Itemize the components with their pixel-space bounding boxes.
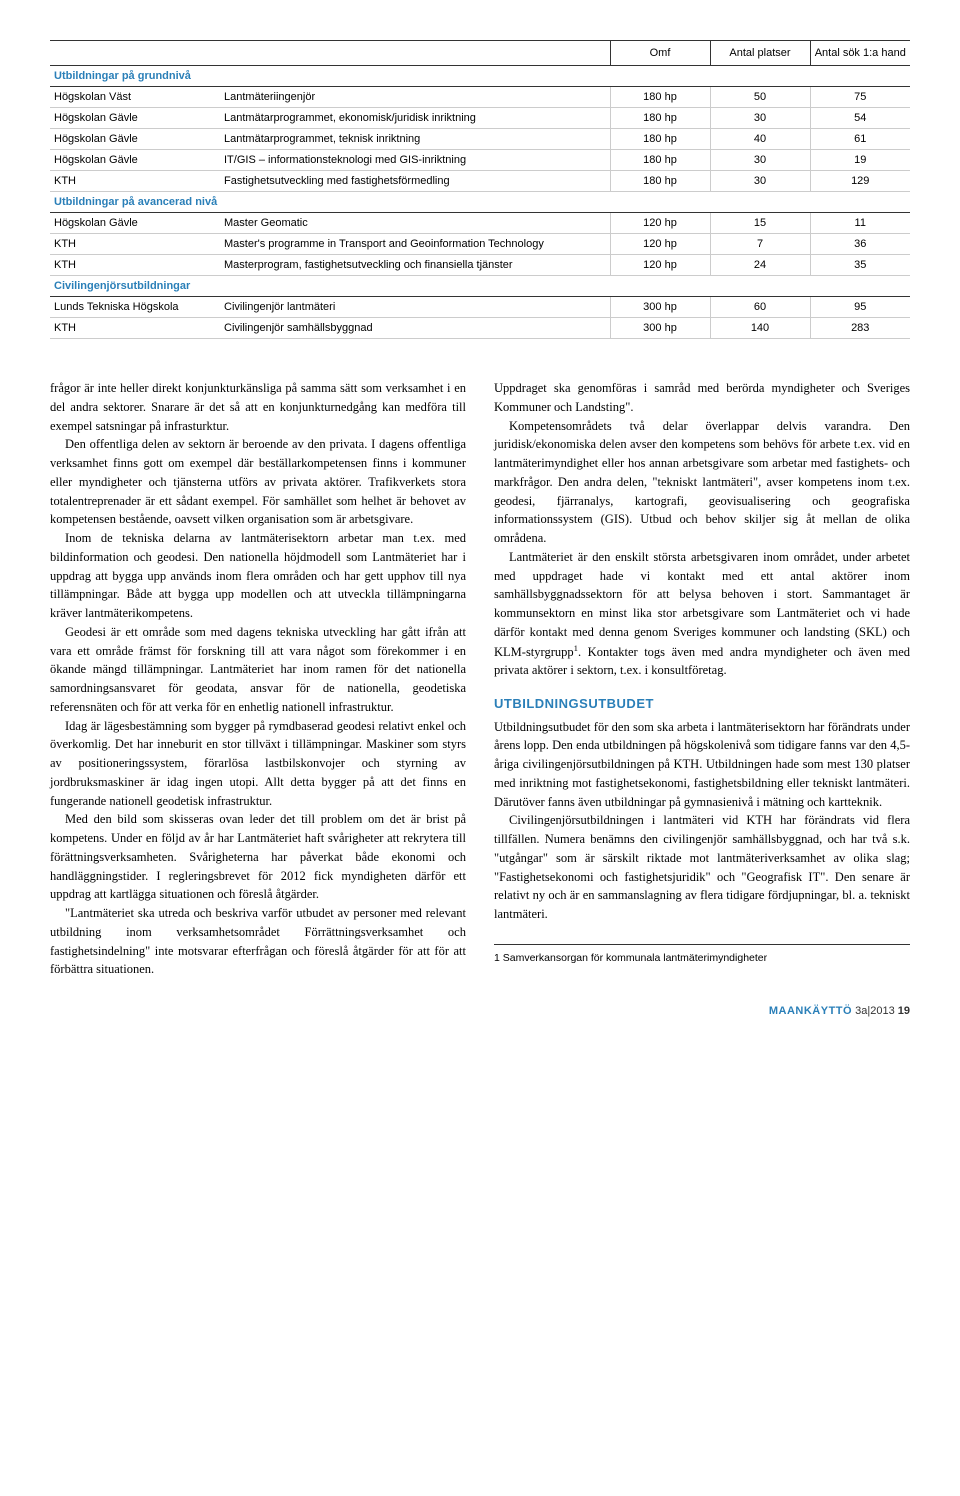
table-row: Högskolan GävleLantmätarprogrammet, ekon… <box>50 108 910 129</box>
table-row: KTHMaster's programme in Transport and G… <box>50 234 910 255</box>
paragraph: Inom de tekniska delarna av lantmäterise… <box>50 529 466 623</box>
cell-inst: Högskolan Gävle <box>50 129 220 150</box>
cell-sok: 61 <box>810 129 910 150</box>
cell-inst: KTH <box>50 234 220 255</box>
cell-ant: 40 <box>710 129 810 150</box>
article-body: frågor är inte heller direkt konjunkturk… <box>50 379 910 979</box>
cell-sok: 283 <box>810 318 910 339</box>
cell-ant: 15 <box>710 213 810 234</box>
paragraph: Lantmäteriet är den enskilt största arbe… <box>494 548 910 680</box>
section-title: UTBILDNINGSUTBUDET <box>494 694 910 714</box>
page-number: 19 <box>898 1005 910 1017</box>
cell-ant: 24 <box>710 255 810 276</box>
cell-inst: Högskolan Väst <box>50 87 220 108</box>
cell-inst: KTH <box>50 171 220 192</box>
paragraph: Den offentliga delen av sektorn är beroe… <box>50 435 466 529</box>
cell-sok: 19 <box>810 150 910 171</box>
paragraph: Utbildningsutbudet för den som ska arbet… <box>494 718 910 812</box>
cell-sok: 11 <box>810 213 910 234</box>
table-row: KTHMasterprogram, fastighetsutveckling o… <box>50 255 910 276</box>
footnote-separator <box>494 944 910 945</box>
cell-prog: Lantmätarprogrammet, teknisk inriktning <box>220 129 610 150</box>
cell-sok: 36 <box>810 234 910 255</box>
cell-ant: 30 <box>710 108 810 129</box>
cell-inst: KTH <box>50 255 220 276</box>
cell-prog: Lantmätarprogrammet, ekonomisk/juridisk … <box>220 108 610 129</box>
table-row: Lunds Tekniska HögskolaCivilingenjör lan… <box>50 297 910 318</box>
cell-omf: 120 hp <box>610 234 710 255</box>
header-omf: Omf <box>610 41 710 66</box>
cell-omf: 120 hp <box>610 255 710 276</box>
cell-omf: 300 hp <box>610 318 710 339</box>
cell-omf: 180 hp <box>610 129 710 150</box>
cell-prog: Master Geomatic <box>220 213 610 234</box>
cell-sok: 129 <box>810 171 910 192</box>
cell-ant: 140 <box>710 318 810 339</box>
education-table: Omf Antal platser Antal sök 1:a hand Utb… <box>50 40 910 339</box>
table-row: Högskolan GävleIT/GIS – informationstekn… <box>50 150 910 171</box>
cell-prog: IT/GIS – informationsteknologi med GIS-i… <box>220 150 610 171</box>
cell-prog: Fastighetsutveckling med fastighetsförme… <box>220 171 610 192</box>
table-row: Högskolan GävleMaster Geomatic120 hp1511 <box>50 213 910 234</box>
paragraph: Civilingenjörsutbildningen i lantmäteri … <box>494 811 910 924</box>
table-section-title: Utbildningar på grundnivå <box>50 66 910 87</box>
table-row: Högskolan VästLantmäteriingenjör180 hp50… <box>50 87 910 108</box>
issue: 3a|2013 <box>852 1005 898 1017</box>
cell-sok: 35 <box>810 255 910 276</box>
cell-prog: Lantmäteriingenjör <box>220 87 610 108</box>
magazine-name: MAANKÄYTTÖ <box>769 1005 852 1017</box>
table-section-title: Utbildningar på avancerad nivå <box>50 192 910 213</box>
table-row: KTHFastighetsutveckling med fastighetsfö… <box>50 171 910 192</box>
cell-omf: 180 hp <box>610 171 710 192</box>
cell-prog: Civilingenjör samhällsbyggnad <box>220 318 610 339</box>
cell-sok: 54 <box>810 108 910 129</box>
cell-inst: Högskolan Gävle <box>50 108 220 129</box>
paragraph: Med den bild som skisseras ovan leder de… <box>50 810 466 904</box>
cell-inst: Högskolan Gävle <box>50 150 220 171</box>
cell-omf: 180 hp <box>610 108 710 129</box>
cell-sok: 95 <box>810 297 910 318</box>
footnote: 1 Samverkansorgan för kommunala lantmäte… <box>494 951 910 967</box>
cell-omf: 120 hp <box>610 213 710 234</box>
paragraph: Kompetensområdets två delar överlappar d… <box>494 417 910 548</box>
cell-omf: 180 hp <box>610 87 710 108</box>
cell-prog: Civilingenjör lantmäteri <box>220 297 610 318</box>
cell-inst: Högskolan Gävle <box>50 213 220 234</box>
paragraph: Uppdraget ska genomföras i samråd med be… <box>494 379 910 417</box>
paragraph: "Lantmäteriet ska utreda och beskriva va… <box>50 904 466 979</box>
cell-ant: 50 <box>710 87 810 108</box>
cell-prog: Master's programme in Transport and Geoi… <box>220 234 610 255</box>
table-section-title: Civilingenjörsutbildningar <box>50 276 910 297</box>
paragraph: Idag är lägesbestämning som bygger på ry… <box>50 717 466 811</box>
paragraph: Geodesi är ett område som med dagens tek… <box>50 623 466 717</box>
paragraph: frågor är inte heller direkt konjunkturk… <box>50 379 466 435</box>
page-footer: MAANKÄYTTÖ 3a|2013 19 <box>50 1005 910 1017</box>
header-antal: Antal platser <box>710 41 810 66</box>
cell-omf: 300 hp <box>610 297 710 318</box>
cell-sok: 75 <box>810 87 910 108</box>
cell-ant: 30 <box>710 171 810 192</box>
cell-inst: KTH <box>50 318 220 339</box>
table-row: KTHCivilingenjör samhällsbyggnad300 hp14… <box>50 318 910 339</box>
header-sok: Antal sök 1:a hand <box>810 41 910 66</box>
table-row: Högskolan GävleLantmätarprogrammet, tekn… <box>50 129 910 150</box>
cell-ant: 60 <box>710 297 810 318</box>
cell-inst: Lunds Tekniska Högskola <box>50 297 220 318</box>
cell-ant: 30 <box>710 150 810 171</box>
cell-ant: 7 <box>710 234 810 255</box>
cell-prog: Masterprogram, fastighetsutveckling och … <box>220 255 610 276</box>
cell-omf: 180 hp <box>610 150 710 171</box>
